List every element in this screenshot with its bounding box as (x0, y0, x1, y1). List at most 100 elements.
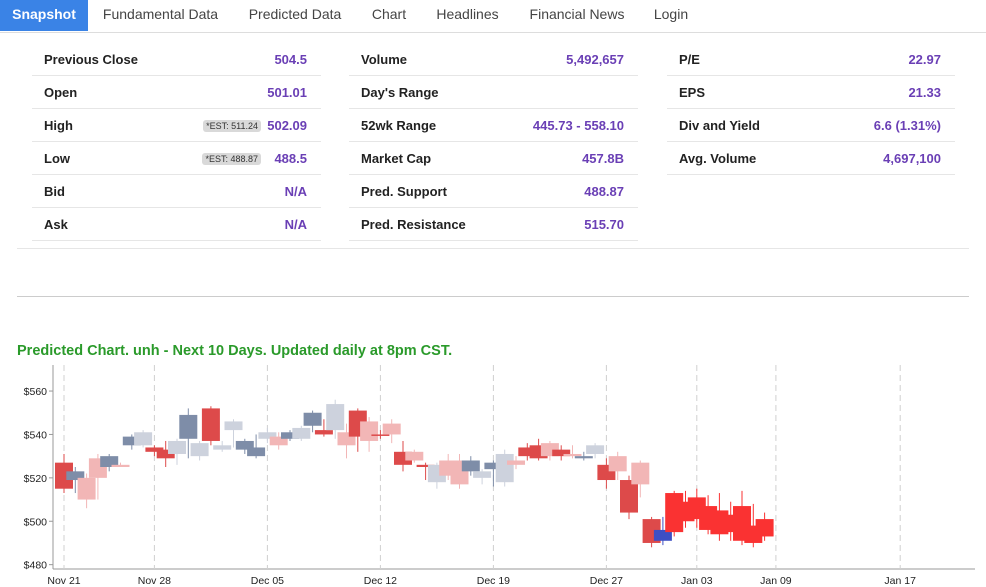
ask-label: Ask (44, 217, 68, 232)
candle-body (179, 414, 198, 439)
candle-body (111, 464, 130, 467)
candle (100, 453, 119, 472)
x-tick-label: Dec 12 (364, 575, 397, 587)
candle-body (608, 456, 627, 472)
bid-value: N/A (284, 184, 307, 199)
pred-resistance-label: Pred. Resistance (361, 217, 466, 232)
candle (631, 460, 650, 498)
tab-bar: Snapshot Fundamental Data Predicted Data Ch… (0, 0, 986, 33)
candle (168, 438, 186, 465)
quote-row-low: Low 488.5 *EST: 488.87 (32, 141, 321, 175)
candle (518, 443, 537, 461)
candle-body (281, 432, 299, 439)
52wk-range-label: 52wk Range (361, 118, 437, 133)
candle-body (314, 430, 333, 435)
quote-row-p-e: P/E 22.97 (667, 42, 955, 76)
candle (179, 408, 198, 459)
tab-fundamental-data[interactable]: Fundamental Data (102, 6, 219, 22)
candle (55, 453, 73, 494)
candle (190, 440, 209, 461)
x-tick-label: Dec 05 (251, 575, 284, 587)
candle-body (303, 412, 322, 426)
div-and-yield-label: Div and Yield (679, 118, 760, 133)
avg-volume-value: 4,697,100 (883, 151, 941, 166)
candle-body (495, 453, 514, 483)
open-label: Open (44, 85, 78, 100)
high-label: High (44, 118, 73, 133)
quote-row-market-cap: Market Cap 457.8B (349, 141, 638, 175)
candle-body (77, 477, 96, 500)
candle (507, 456, 525, 470)
predicted-candlestick-chart: $480 $500 $520 $540 $560 Nov 21 Nov 28 Dec 05 De… (24, 365, 975, 587)
quote-row-div-and-yield: Div and Yield 6.6 (1.31%) (667, 108, 955, 142)
candle-body (235, 440, 254, 450)
candle-body (247, 447, 266, 457)
pred-resistance-value: 515.70 (584, 217, 624, 232)
x-tick-label: Nov 21 (47, 575, 80, 587)
quote-row-eps: EPS 21.33 (667, 75, 955, 109)
candle-body (405, 451, 424, 461)
candle-body (190, 443, 209, 457)
candle-body (55, 462, 73, 489)
tab-snapshot[interactable]: Snapshot (0, 0, 88, 31)
candle (269, 432, 288, 450)
x-tick-label: Jan 03 (681, 575, 713, 587)
tab-headlines[interactable]: Headlines (436, 6, 499, 22)
tab-financial-news[interactable]: Financial News (529, 6, 625, 22)
candle-body (145, 447, 164, 452)
candle (495, 449, 514, 487)
y-tick-label: $480 (24, 560, 48, 572)
x-tick-label: Nov 28 (138, 575, 171, 587)
ask-value: N/A (284, 217, 307, 232)
candle-body (518, 447, 537, 457)
52wk-range-value: 445.73 - 558.10 (532, 118, 624, 133)
tab-predicted-data[interactable]: Predicted Data (248, 6, 342, 22)
bid-label: Bid (44, 184, 65, 199)
candle (281, 430, 299, 441)
candle-body (484, 462, 503, 470)
candle-body (563, 453, 582, 457)
candle-body (213, 445, 232, 450)
candle-body (326, 404, 345, 431)
x-tick-label: Jan 17 (884, 575, 916, 587)
candle-body (122, 436, 141, 446)
candle-body (586, 445, 605, 454)
pred-support-label: Pred. Support (361, 184, 447, 199)
candle-body (631, 462, 650, 485)
candle-body (574, 456, 593, 459)
market-cap-value: 457.8B (582, 151, 624, 166)
candle (360, 417, 379, 452)
candle (371, 430, 390, 439)
candle-body (382, 423, 401, 435)
candle (608, 451, 627, 481)
candle (382, 419, 401, 444)
candle (303, 410, 322, 433)
candle (235, 438, 254, 454)
candle (247, 434, 266, 459)
candle (574, 451, 593, 461)
pred-support-value: 488.87 (584, 184, 624, 199)
candle (755, 512, 774, 541)
tab-login[interactable]: Login (653, 6, 689, 22)
candle-body (156, 449, 175, 459)
x-tick-label: Jan 09 (760, 575, 792, 587)
candle (258, 427, 277, 444)
candle (620, 475, 638, 520)
high-estimate-badge: *EST: 511.24 (203, 120, 261, 132)
chart-title: Predicted Chart. unh - Next 10 Days. Upd… (17, 343, 453, 359)
quote-row-volume: Volume 5,492,657 (349, 42, 638, 76)
tab-chart[interactable]: Chart (371, 6, 407, 22)
high-value: 502.09 (267, 118, 307, 133)
quote-row-day-s-range: Day's Range (349, 75, 638, 109)
day-s-range-label: Day's Range (361, 85, 439, 100)
candle (563, 445, 582, 459)
candle (473, 469, 492, 485)
chart-divider (17, 296, 969, 297)
candle-body (100, 456, 119, 467)
candle-body (473, 471, 492, 478)
candle (145, 445, 164, 457)
x-tick-label: Dec 27 (590, 575, 623, 587)
volume-value: 5,492,657 (566, 52, 624, 67)
candle-body (292, 427, 311, 439)
previous-close-value: 504.5 (274, 52, 307, 67)
